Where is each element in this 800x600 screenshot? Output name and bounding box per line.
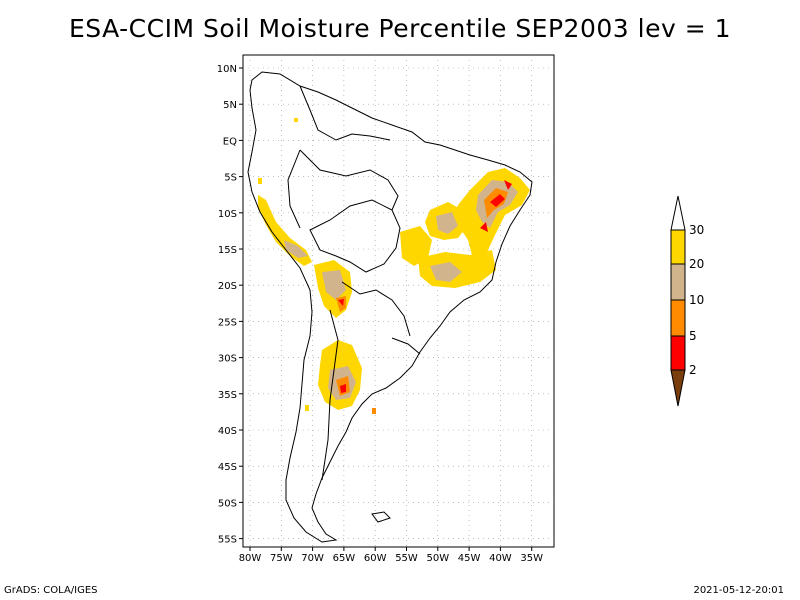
colorbar-segment — [670, 229, 686, 265]
lat-tick-label: 10S — [218, 209, 237, 220]
lat-tick-label: 30S — [218, 354, 237, 365]
colorbar-level-label: 20 — [689, 257, 704, 271]
lat-tick-label: 20S — [218, 281, 237, 292]
south-america-coastline — [247, 71, 533, 543]
lon-tick-label: 70W — [301, 553, 324, 564]
lon-tick-label: 80W — [239, 553, 262, 564]
lon-tick-label: 45W — [458, 553, 481, 564]
shading-spot — [294, 118, 298, 122]
border-ecuador-peru — [287, 149, 301, 229]
footer-credit: GrADS: COLA/IGES — [4, 585, 98, 596]
shading-spot — [258, 178, 262, 184]
colorbar: 2 5 10 20 30 — [670, 195, 704, 407]
shading-bolivia-red — [338, 299, 344, 306]
axis-ticks: 10N 5N EQ 5S 10S 15S 20S 25S 30S 35S 40S 45S 50S 55S8… — [217, 64, 543, 564]
lon-tick-label: 40W — [489, 553, 512, 564]
lat-tick-label: 35S — [218, 390, 237, 401]
lon-tick-label: 75W — [270, 553, 293, 564]
shading-argentina-red — [340, 384, 346, 393]
shading-se-brazil-tan — [430, 262, 462, 282]
lat-tick-label: 25S — [218, 317, 237, 328]
colorbar-segment — [670, 299, 686, 337]
lat-tick-label: 55S — [218, 535, 237, 546]
moisture-percentile-shading — [258, 118, 530, 414]
shading-central-brazil-tan — [436, 212, 458, 234]
falkland-islands — [371, 511, 391, 523]
colorbar-segment — [670, 335, 686, 371]
coastlines-and-borders — [247, 71, 533, 543]
shading-peru-tan — [284, 240, 308, 258]
lon-tick-label: 35W — [520, 553, 543, 564]
lat-tick-label: 50S — [218, 498, 237, 509]
shading-spot — [305, 405, 309, 411]
colorbar-level-label: 30 — [689, 223, 704, 237]
lon-tick-label: 60W — [364, 553, 387, 564]
shading-spot — [372, 408, 376, 414]
colorbar-segment — [670, 263, 686, 301]
lat-tick-label: 15S — [218, 245, 237, 256]
footer-timestamp: 2021-05-12-20:01 — [693, 585, 784, 596]
lat-tick-label: 5S — [224, 173, 237, 184]
border-bolivia-brazil — [309, 199, 401, 273]
colorbar-level-label: 5 — [689, 329, 697, 343]
lat-tick-label: 45S — [218, 462, 237, 473]
colorbar-level-label: 10 — [689, 293, 704, 307]
lat-tick-label: EQ — [223, 136, 237, 147]
border-paraguay — [341, 281, 411, 337]
shading-ne-brazil-red — [480, 180, 512, 232]
border-uruguay — [391, 337, 421, 355]
map-frame — [242, 54, 555, 548]
lat-tick-label: 10N — [217, 64, 237, 75]
border-venezuela-colombia — [299, 85, 391, 141]
lon-tick-label: 55W — [395, 553, 418, 564]
lon-tick-label: 65W — [333, 553, 356, 564]
colorbar-level-label: 2 — [689, 363, 697, 377]
colorbar-bottom-triangle — [670, 369, 686, 407]
lon-tick-label: 50W — [426, 553, 449, 564]
map-gridlines — [243, 55, 554, 547]
lat-tick-label: 40S — [218, 426, 237, 437]
shading-west-brazil-yellow — [400, 226, 432, 266]
border-chile-argentina — [321, 309, 339, 481]
colorbar-top-triangle — [670, 195, 686, 231]
shading-bolivia-tan — [322, 270, 346, 300]
border-colombia-peru-brazil — [299, 149, 399, 211]
lat-tick-label: 5N — [223, 100, 237, 111]
map-title: ESA-CCIM Soil Moisture Percentile SEP200… — [68, 14, 731, 43]
